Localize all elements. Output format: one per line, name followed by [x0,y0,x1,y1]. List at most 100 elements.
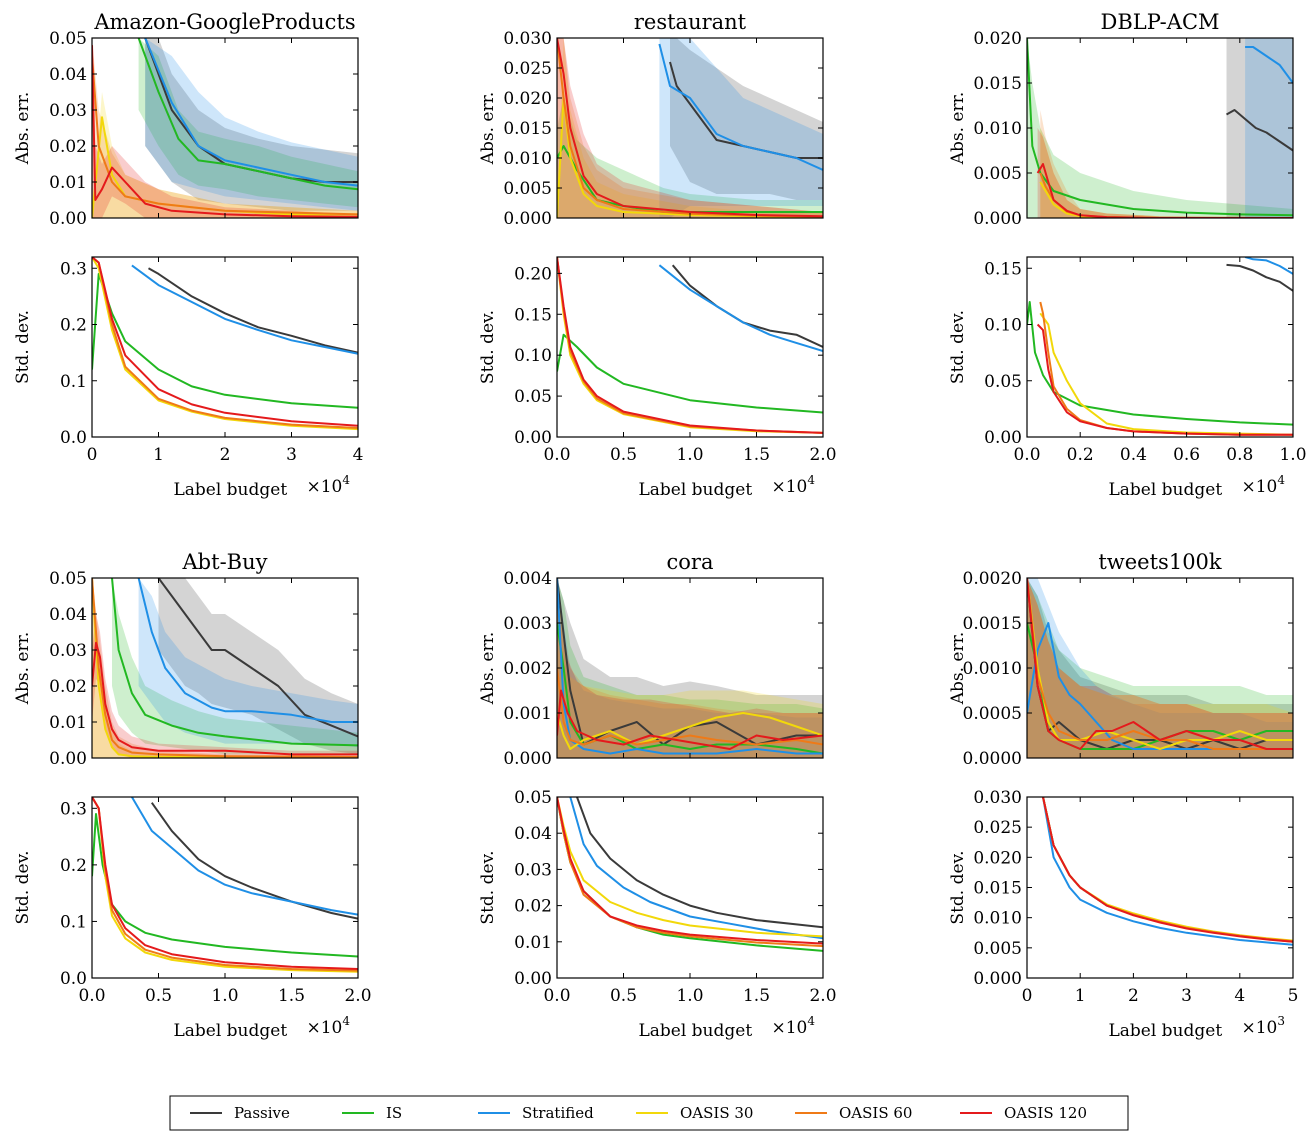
band-is [112,578,358,755]
x-tick-label: 1 [153,445,164,465]
chart-title: restaurant [634,10,747,34]
x-tick-label: 0.0 [543,986,570,1006]
bottom-plot-area [557,257,823,434]
y-tick-label: 0.002 [503,659,552,679]
y-tick-label: 0.000 [973,969,1022,989]
y-tick-label: 0.003 [503,614,552,634]
line-oasis-60 [557,667,823,746]
line-passive [150,802,358,920]
y-tick-label: 0.01 [514,933,552,953]
bottom-plot-area [92,797,358,973]
bottom-plot: 0.00 0.01 0.02 0.03 0.04 0.05 0.0 0.5 1.0 1.5 2.0 S… [478,788,837,1041]
x-tick-label: 1.0 [1279,445,1306,465]
y-tick-label: 0.00 [514,428,552,448]
x-tick-label: 0 [1022,986,1033,1006]
y-tick-label: 0.004 [503,569,552,589]
y-axis-label: Std. dev. [948,850,968,924]
x-multiplier: ×104 [771,1014,815,1038]
band-passive [557,578,823,758]
line-oasis-60 [1042,797,1293,943]
y-tick-label: 0.020 [503,89,552,109]
chart-title: Amazon-GoogleProducts [93,10,355,34]
top-plot-area [557,38,823,218]
y-tick-label: 0.00 [49,209,87,229]
band-oasis-60 [557,38,823,218]
y-tick-label: 0.025 [503,59,552,79]
line-stratified [144,38,358,187]
top-plot-area [92,578,358,758]
x-axis-label: Label budget [638,480,752,500]
line-oasis-120 [557,38,823,218]
x-tick-label: 2.0 [809,986,836,1006]
line-stratified [658,43,823,171]
line-oasis-30 [557,712,823,750]
y-tick-label: 0.05 [984,372,1022,392]
y-tick-label: 0.03 [49,641,87,661]
axes-frame [1026,796,1294,979]
line-passive [1042,797,1293,943]
y-tick-label: 0.030 [503,29,552,49]
y-tick-label: 0.10 [514,346,552,366]
axes-frame [1026,256,1294,438]
y-tick-label: 0.00 [49,749,87,769]
line-stratified [1042,797,1293,946]
band-oasis-120 [557,38,823,218]
axes-frame [556,796,824,979]
band-oasis-120 [92,614,358,758]
line-oasis-60 [1039,301,1293,436]
y-tick-label: 0.00 [514,969,552,989]
band-stratified [138,578,358,748]
x-tick-label: 0 [87,445,98,465]
legend-entry-oasis-30: OASIS 30 [636,1104,753,1122]
band-stratified [557,578,823,758]
y-tick-label: 0.0005 [963,704,1022,724]
band-oasis-60 [1040,110,1293,218]
line-oasis-30 [557,257,823,434]
line-stratified [658,264,823,353]
chart-title: DBLP-ACM [1100,10,1219,34]
band-is [138,38,358,208]
line-oasis-120 [92,797,358,970]
y-tick-label: 0.015 [973,879,1022,899]
axes-frame [91,796,359,979]
chart-title: cora [667,550,714,574]
band-is [557,98,823,218]
y-tick-label: 0.03 [49,101,87,121]
y-tick-label: 0.2 [60,856,87,876]
x-tick-label: 2 [220,445,231,465]
x-multiplier: ×104 [1241,473,1285,497]
y-tick-label: 0.0 [60,969,87,989]
line-stratified [557,578,823,755]
y-tick-label: 0.15 [514,305,552,325]
y-axis-label: Std. dev. [948,310,968,384]
line-is [557,333,823,414]
x-tick-label: 4 [353,445,364,465]
line-is [1027,38,1293,217]
line-is [557,797,823,952]
x-tick-label: 0.5 [610,445,637,465]
x-multiplier: ×103 [1241,1014,1285,1038]
y-axis-label: Abs. err. [948,92,968,166]
x-tick-label: 1.5 [743,986,770,1006]
y-tick-label: 0.3 [60,259,87,279]
line-oasis-120 [92,257,358,427]
line-oasis-30 [92,578,358,758]
x-tick-label: 2.0 [344,986,371,1006]
y-tick-label: 0.0 [60,428,87,448]
figure-panel-amazon-googleproducts: Amazon-GoogleProducts0.000.010.020.030.0… [13,10,364,500]
y-tick-label: 0.01 [49,173,87,193]
x-tick-label: 0.8 [1226,445,1253,465]
x-tick-label: 0.0 [543,445,570,465]
y-tick-label: 0.0000 [963,749,1022,769]
figure-panel-dblp-acm: DBLP-ACM 0.000 0.005 0.010 0.015 0.020 Abs. er… [948,10,1307,500]
y-tick-label: 0.02 [49,137,87,157]
x-tick-label: 0.6 [1173,445,1200,465]
line-stratified [131,264,358,355]
x-axis-label: Label budget [173,480,287,500]
band-oasis-120 [557,578,823,758]
line-is [92,813,358,958]
line-stratified [1244,257,1293,275]
x-axis-label: Label budget [1108,1021,1222,1041]
x-tick-label: 0.0 [1013,445,1040,465]
y-tick-label: 0.010 [503,149,552,169]
